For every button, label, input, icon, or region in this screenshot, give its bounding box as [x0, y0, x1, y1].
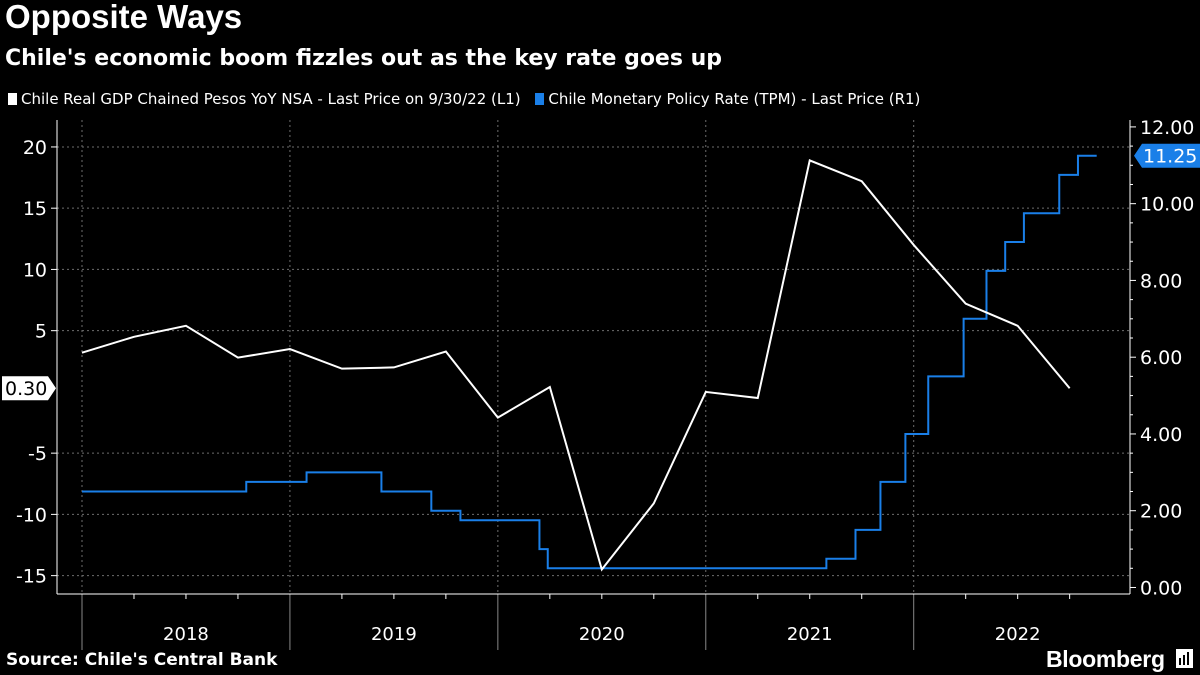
left-tick-label: -5 [28, 443, 47, 465]
left-tick-label: 15 [23, 198, 47, 220]
series-gdp [81, 159, 1071, 572]
x-tick-label: 2019 [371, 624, 417, 645]
right-tick-label: 4.00 [1140, 424, 1182, 446]
x-tick-label: 2021 [787, 624, 833, 645]
left-tick-label: 20 [23, 137, 47, 159]
axes [51, 120, 1136, 650]
right-tick-label: 10.00 [1140, 194, 1194, 216]
right-tick-label: 0.00 [1140, 577, 1182, 599]
right-tick-label: 6.00 [1140, 347, 1182, 369]
legend-swatch-gdp [8, 93, 17, 105]
legend-item-rate: Chile Monetary Policy Rate (TPM) - Last … [535, 90, 920, 108]
bloomberg-terminal-icon [1176, 649, 1193, 668]
left-tick-label: -10 [16, 504, 47, 526]
right-axis-ticks: 12.00 10.00 8.00 6.00 4.00 2.00 0.00 [1140, 117, 1194, 600]
x-tick-label: 2018 [163, 624, 209, 645]
legend: Chile Real GDP Chained Pesos YoY NSA - L… [8, 90, 930, 109]
gridlines [57, 120, 1130, 594]
left-tick-label: 5 [35, 321, 47, 343]
source-note: Source: Chile's Central Bank [6, 650, 278, 670]
gdp-line [81, 159, 1071, 572]
bloomberg-logo: Bloomberg [1046, 646, 1165, 672]
legend-swatch-rate [535, 93, 545, 105]
right-tick-label: 8.00 [1140, 270, 1182, 292]
chart-title: Opposite Ways [5, 0, 243, 35]
last-value-badges: 0.30 11.25 [2, 143, 1200, 401]
rate-last-value-badge [1134, 143, 1200, 168]
x-tick-label: 2022 [995, 624, 1041, 645]
chart-subtitle: Chile's economic boom fizzles out as the… [5, 46, 723, 71]
legend-item-gdp: Chile Real GDP Chained Pesos YoY NSA - L… [8, 90, 521, 108]
left-axis-ticks: 20 15 10 5 -5 -10 -15 [16, 137, 47, 588]
x-axis-ticks: 2018 2019 2020 2021 2022 [163, 624, 1041, 645]
gdp-last-value-badge [2, 376, 56, 401]
left-tick-label: 10 [23, 259, 47, 281]
left-tick-label: -15 [16, 566, 47, 588]
series-rate [81, 154, 1097, 570]
right-tick-label: 2.00 [1140, 501, 1182, 523]
gdp-last-value-label: 0.30 [5, 378, 47, 400]
rate-last-value-label: 11.25 [1143, 146, 1197, 168]
rate-step-line [82, 154, 1097, 570]
right-tick-label: 12.00 [1140, 117, 1194, 139]
legend-label-rate: Chile Monetary Policy Rate (TPM) - Last … [548, 90, 921, 108]
x-tick-label: 2020 [579, 624, 625, 645]
legend-label-gdp: Chile Real GDP Chained Pesos YoY NSA - L… [21, 90, 521, 108]
